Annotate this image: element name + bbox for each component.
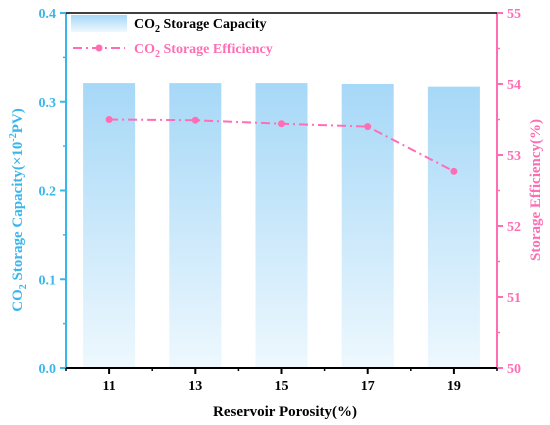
- efficiency-point-11: [105, 116, 113, 123]
- legend-bar-label: CO2 Storage Capacity: [134, 17, 267, 35]
- x-tick-label: 19: [447, 379, 461, 394]
- right-tick-label: 54: [507, 78, 521, 93]
- efficiency-point-15: [278, 120, 285, 128]
- right-tick-label: 50: [507, 362, 521, 377]
- legend-line-label: CO2 Storage Efficiency: [134, 42, 273, 60]
- bar-13: [169, 83, 222, 369]
- legend-line-marker: [95, 44, 103, 52]
- bar-11: [83, 83, 136, 369]
- left-y-axis-title: CO2 Storage Capacity(×10-2PV): [8, 108, 29, 312]
- efficiency-point-19: [450, 167, 458, 175]
- right-y-axis-title: Storage Efficiency(%): [528, 119, 544, 261]
- x-tick-label: 11: [102, 379, 115, 394]
- right-tick-label: 52: [507, 220, 521, 235]
- left-tick-label: 0.0: [39, 362, 57, 377]
- x-tick-label: 17: [361, 379, 375, 394]
- x-tick-label: 13: [188, 379, 202, 394]
- left-tick-label: 0.1: [39, 273, 57, 288]
- right-tick-label: 53: [507, 149, 521, 164]
- bar-19: [427, 86, 480, 368]
- bars-layer: [83, 83, 480, 369]
- bar-15: [255, 83, 308, 369]
- x-ticks: 11 13 15 17 19: [65, 368, 498, 394]
- efficiency-point-13: [191, 116, 199, 124]
- bar-17: [341, 84, 394, 368]
- left-tick-label: 0.2: [39, 185, 57, 200]
- x-axis-title: Reservoir Porosity(%): [213, 404, 357, 420]
- right-tick-label: 55: [507, 7, 521, 22]
- left-tick-label: 0.3: [39, 96, 57, 111]
- right-y-ticks: 50 51 52 53 54 55: [497, 7, 521, 377]
- right-tick-label: 51: [507, 291, 521, 306]
- legend: CO2 Storage Capacity CO2 Storage Efficie…: [71, 15, 273, 60]
- efficiency-line-layer: [105, 116, 458, 175]
- legend-bar-swatch: [71, 15, 127, 32]
- x-tick-label: 15: [275, 379, 289, 394]
- efficiency-point-17: [364, 123, 372, 131]
- left-y-ticks: 0.0 0.1 0.2 0.3 0.4: [39, 7, 66, 377]
- left-tick-label: 0.4: [39, 7, 57, 22]
